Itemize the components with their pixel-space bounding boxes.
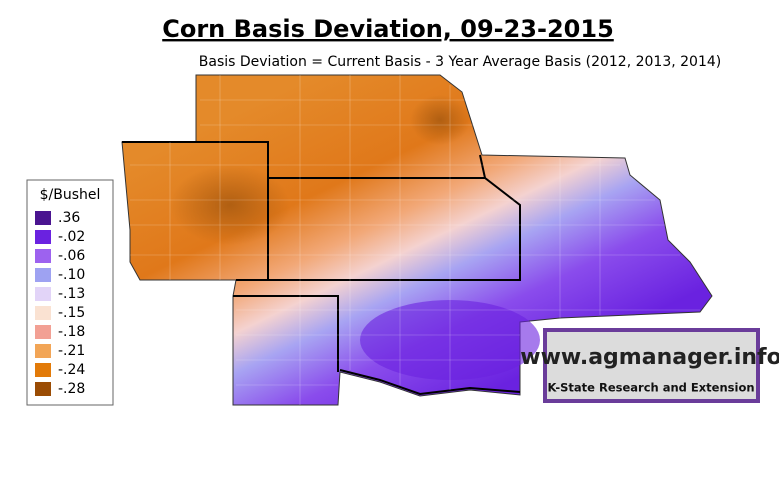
legend-label: -.02 [58, 229, 85, 245]
purple-area [360, 300, 540, 380]
logo: www.agmanager.info K-State Research and … [520, 328, 779, 403]
legend-label: -.10 [58, 267, 85, 283]
legend-label: -.24 [58, 362, 85, 378]
legend-title: $/Bushel [40, 187, 101, 203]
legend-label: -.18 [58, 324, 85, 340]
legend-label: -.06 [58, 248, 85, 264]
legend-swatch [35, 363, 51, 377]
dark-area [410, 95, 470, 145]
legend-swatch [35, 211, 51, 225]
legend-swatch [35, 344, 51, 358]
region-fill [121, 74, 713, 406]
state-borders [122, 141, 521, 396]
legend-swatch [35, 249, 51, 263]
dark-area [170, 165, 290, 245]
legend-swatch [35, 306, 51, 320]
logo-url: www.agmanager.info [520, 345, 779, 370]
legend-swatch [35, 382, 51, 396]
subtitle: Basis Deviation = Current Basis - 3 Year… [199, 54, 721, 70]
map [121, 74, 713, 406]
county-lines [130, 75, 700, 405]
logo-org: K-State Research and Extension [547, 381, 754, 395]
legend-swatch [35, 230, 51, 244]
logo-box [543, 328, 760, 403]
legend-label: .36 [58, 210, 80, 226]
legend-swatch [35, 325, 51, 339]
legend-swatch [35, 287, 51, 301]
legend-label: -.13 [58, 286, 85, 302]
legend-label: -.15 [58, 305, 85, 321]
legend-swatch [35, 268, 51, 282]
legend-label: -.28 [58, 381, 85, 397]
legend-label: -.21 [58, 343, 85, 359]
legend: $/Bushel .36 -.02 -.06 -.10 -.13 -.15 -.18 -.21… [26, 179, 114, 406]
title: Corn Basis Deviation, 09-23-2015 [162, 15, 614, 43]
legend-items: .36 -.02 -.06 -.10 -.13 -.15 -.18 -.21 -.24 -.28 [35, 210, 85, 397]
